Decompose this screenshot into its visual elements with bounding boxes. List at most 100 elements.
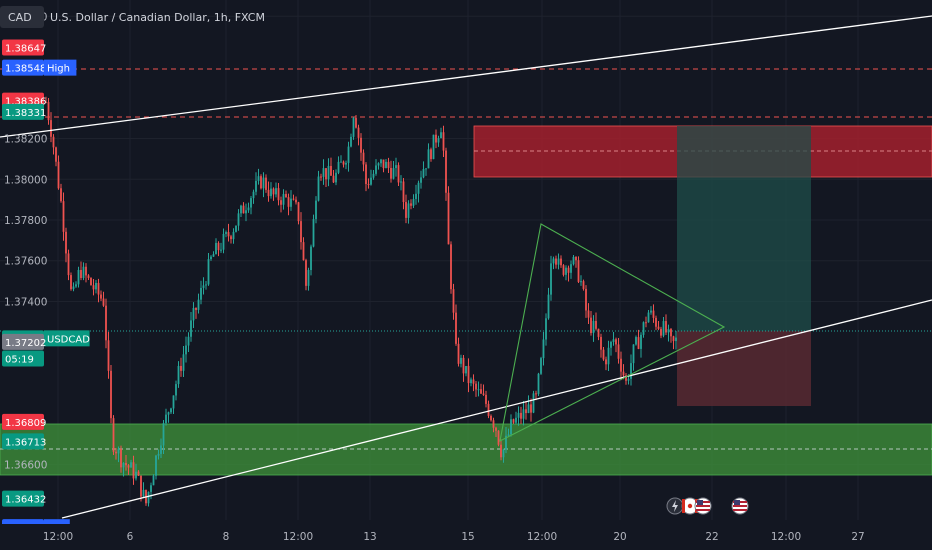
candle-body (600, 336, 602, 350)
candle-body (632, 344, 635, 364)
candle-body (280, 200, 282, 205)
candle-body (562, 265, 565, 275)
candle-body (345, 162, 347, 165)
candle-body (590, 317, 592, 334)
candle-body (245, 210, 247, 214)
candle-body (640, 334, 642, 349)
candle-body (327, 165, 330, 180)
candle-body (202, 285, 205, 288)
candle-body (297, 202, 300, 222)
candle-body (550, 263, 552, 295)
us-flag-stripe-3 (696, 509, 710, 511)
candle-body (672, 336, 675, 342)
candle-body (317, 176, 320, 201)
price-tag[interactable] (2, 333, 44, 350)
candle-body (62, 201, 65, 232)
candle-body (260, 176, 262, 189)
stop-zone[interactable] (677, 331, 811, 406)
candle-body (330, 165, 332, 176)
candle-body (57, 161, 60, 189)
price-tag[interactable] (2, 103, 44, 120)
candle-body (460, 357, 462, 364)
target-zone[interactable] (677, 126, 811, 331)
candle-body (352, 118, 355, 137)
candle-body (560, 258, 562, 266)
candle-body (292, 198, 295, 200)
price-tag[interactable] (2, 433, 44, 450)
price-tag-side (44, 59, 77, 76)
demand-zone[interactable] (0, 423, 932, 476)
lower-channel-line[interactable] (61, 299, 932, 519)
candle-body (667, 329, 670, 333)
candle-body (645, 322, 647, 324)
candle-body (530, 404, 532, 413)
price-tag[interactable] (2, 350, 44, 367)
candle-body (335, 172, 337, 183)
candle-body (397, 165, 400, 183)
price-tag[interactable] (2, 39, 44, 56)
candle-body (470, 379, 472, 384)
candle-body (210, 256, 212, 260)
candle-body (665, 321, 667, 333)
candle-body (315, 200, 317, 220)
canada-flag-band-left (682, 499, 685, 513)
price-tag[interactable] (2, 490, 44, 507)
candle-body (160, 445, 162, 454)
candle-body (432, 134, 435, 160)
upper-channel-line[interactable] (0, 15, 932, 138)
candle-body (240, 205, 242, 214)
candle-body (440, 132, 442, 139)
candle-body (662, 321, 665, 336)
candle-body (290, 198, 292, 207)
candle-body (567, 267, 570, 273)
candle-body (110, 370, 112, 419)
candle-body (650, 310, 652, 313)
canada-flag-leaf (687, 503, 693, 509)
time-axis[interactable]: 12:00 6 8 12:00 13 15 12:00 20 22 12:00 27 (0, 524, 932, 550)
candle-body (462, 357, 465, 374)
candle-body (452, 289, 455, 313)
candle-body (592, 320, 595, 334)
candle-body (82, 266, 85, 278)
candle-body (277, 188, 280, 201)
candle-body (100, 294, 102, 299)
price-tick-label: 1.37400 (4, 296, 47, 308)
candle-body (480, 389, 482, 394)
time-tick-label: 12:00 (43, 531, 73, 543)
candle-body (595, 320, 597, 329)
candle-body (75, 284, 77, 287)
candle-body (490, 415, 492, 421)
us-flag-2-stripe-3 (733, 509, 747, 511)
candle-body (435, 134, 437, 143)
symbol-badge[interactable] (0, 6, 44, 28)
candle-body (607, 347, 610, 365)
candle-body (215, 242, 217, 255)
candle-body (647, 312, 650, 323)
candle-body (305, 260, 307, 286)
time-tick-label: 8 (223, 531, 230, 543)
time-tick-label: 13 (363, 531, 376, 543)
candle-body (502, 449, 505, 458)
candle-body (610, 341, 612, 348)
candle-body (85, 266, 87, 276)
price-tag-label: 1.38386 (5, 97, 46, 108)
candle-body (565, 267, 567, 275)
candle-body (605, 359, 607, 365)
candle-body (152, 475, 155, 486)
candle-body (455, 312, 457, 344)
candle-body (102, 298, 105, 306)
price-tag[interactable] (2, 413, 44, 430)
candle-body (585, 288, 587, 311)
candle-body (155, 455, 157, 476)
candle-body (525, 409, 527, 414)
price-tag[interactable] (2, 59, 44, 76)
candle-body (87, 275, 90, 278)
candle-body (165, 414, 167, 424)
candle-body (652, 310, 655, 318)
triangle-pattern[interactable] (499, 223, 726, 442)
price-tag-label: 1.38548 (5, 64, 46, 75)
candle-body (555, 258, 557, 265)
candle-body (622, 371, 625, 376)
time-tick-label: 22 (705, 531, 718, 543)
